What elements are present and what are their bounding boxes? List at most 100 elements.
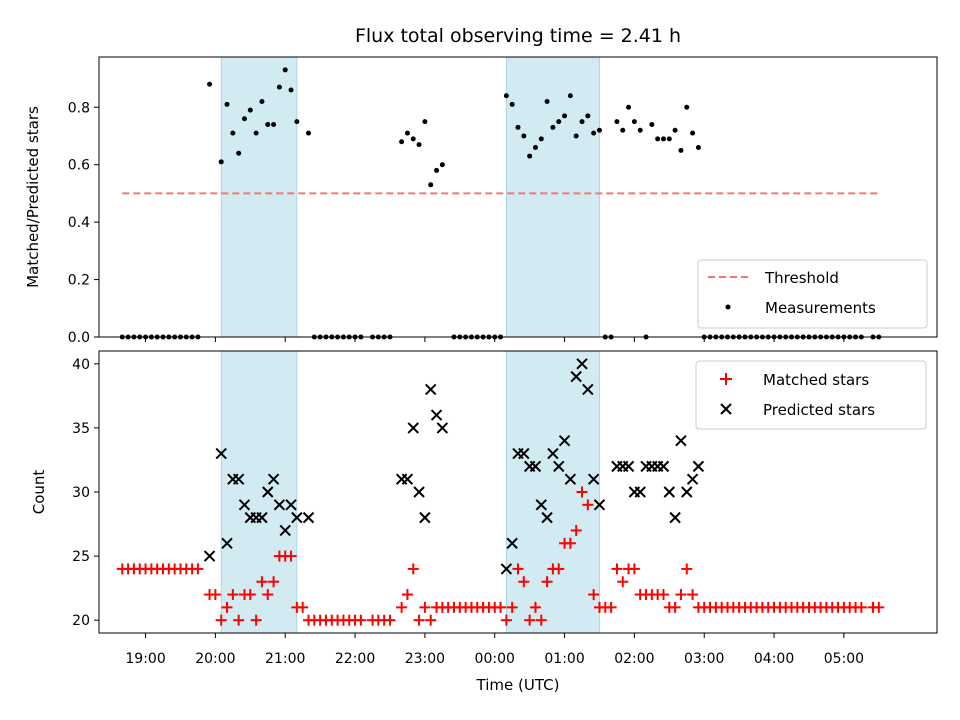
threshold-legend-label: Threshold [764, 269, 839, 287]
predicted-star-point [267, 473, 280, 485]
measurement-point [207, 81, 213, 87]
x-tick-label: 05:00 [824, 651, 864, 667]
matched-star-point [355, 614, 367, 626]
predicted-star-point [436, 422, 449, 434]
y-tick-label: 0.8 [68, 100, 90, 116]
matched-star-point [687, 589, 699, 601]
x-tick-label: 21:00 [265, 651, 305, 667]
x-tick-label: 02:00 [614, 651, 654, 667]
ratio-legend: Threshold Measurements [697, 259, 928, 329]
matched-star-point [407, 563, 419, 575]
predicted-star-point [570, 370, 582, 383]
predicted-star-point [273, 499, 286, 511]
matched-star-point [425, 614, 437, 626]
x-tick-label: 23:00 [405, 651, 445, 667]
matched-stars-points [116, 486, 885, 626]
measurement-point [579, 119, 585, 125]
matched-star-point [297, 601, 309, 613]
measurements-legend-marker [725, 304, 731, 310]
x-tick-label: 01:00 [544, 651, 584, 667]
predicted-star-point [285, 499, 297, 511]
measurement-point [224, 101, 230, 107]
measurement-point [596, 127, 602, 133]
measurement-point [538, 136, 544, 142]
measurements-legend-label: Measurements [765, 299, 876, 317]
matched-star-point [582, 499, 594, 511]
predicted-star-point [425, 383, 437, 396]
y-tick-label: 0.0 [68, 330, 90, 346]
count-legend-box [695, 360, 927, 430]
y-tick-label: 0.4 [68, 215, 90, 231]
predicted-star-point [576, 358, 588, 370]
measurement-point [544, 99, 550, 105]
matched-star-point [873, 601, 885, 613]
predicted-star-point [413, 486, 425, 498]
measurement-point [567, 93, 573, 99]
matched-star-point [541, 576, 553, 588]
matched-star-point [192, 563, 204, 575]
measurement-point [637, 127, 643, 133]
measurement-point [527, 153, 533, 159]
matched-star-point [524, 614, 536, 626]
observing-window-span-1 [220, 350, 298, 634]
matched-star-point [401, 589, 413, 601]
measurement-point [230, 130, 236, 136]
measurement-point [503, 93, 509, 99]
ratio-panel: 0.00.20.40.60.8 Matched/Predicted stars … [24, 56, 938, 346]
predicted-star-point [692, 460, 705, 473]
matched-star-point [628, 563, 640, 575]
observing-window-shading [220, 56, 600, 338]
measurement-point [241, 116, 247, 122]
x-tick-label: 19:00 [125, 651, 165, 667]
predicted-star-point [587, 473, 600, 485]
measurement-point [265, 121, 271, 127]
measurement-point [282, 67, 288, 73]
matched-star-point [675, 589, 687, 601]
predicted-star-point [215, 447, 227, 460]
predicted-star-point [291, 511, 303, 524]
predicted-star-point [686, 473, 699, 485]
matched-star-point [500, 614, 512, 626]
observing-window-span-1 [220, 56, 298, 338]
ratio-y-axis-title: Matched/Predicted stars [24, 106, 42, 288]
matched-star-point [413, 614, 425, 626]
measurement-point [422, 119, 428, 125]
measurement-point [655, 136, 661, 142]
matched-star-point [506, 601, 518, 613]
predicted-star-point [553, 460, 565, 473]
matched-star-point [384, 614, 396, 626]
matched-star-point [262, 589, 274, 601]
ratio-panel-frame [98, 56, 938, 338]
measurement-point [532, 144, 538, 150]
predicted-star-point [622, 460, 635, 473]
ratio-legend-box [697, 259, 928, 329]
measurement-point [410, 136, 416, 142]
predicted-star-point [518, 447, 530, 460]
predicted-star-point [675, 435, 687, 447]
measurement-point [672, 127, 678, 133]
predicted-star-point [506, 537, 518, 549]
matched-star-point [215, 614, 227, 626]
predicted-star-point [582, 383, 594, 396]
predicted-star-point [256, 511, 268, 524]
predicted-star-point [279, 524, 291, 537]
measurement-point [684, 104, 690, 110]
count-x-ticks: 19:00 20:00 21:00 22:00 23:00 00:00 01:00 02:00… [125, 633, 864, 667]
x-tick-label: 00:00 [475, 651, 515, 667]
measurement-point [521, 133, 527, 139]
predicted-star-point [541, 511, 553, 524]
x-tick-label: 03:00 [684, 651, 724, 667]
measurement-point [573, 133, 579, 139]
count-y-ticks: 20 25 30 35 40 [72, 357, 99, 629]
predicted-star-point [547, 447, 559, 460]
observing-window-shading [220, 350, 600, 634]
measurement-point [585, 113, 591, 119]
predicted-star-point [634, 486, 646, 498]
matched-star-point [529, 601, 541, 613]
matched-star-point [285, 550, 297, 562]
y-tick-label: 0.2 [68, 273, 90, 289]
y-tick-label: 0.6 [68, 158, 90, 174]
chart-title: Flux total observing time = 2.41 h [355, 25, 681, 47]
predicted-star-point [262, 486, 274, 498]
